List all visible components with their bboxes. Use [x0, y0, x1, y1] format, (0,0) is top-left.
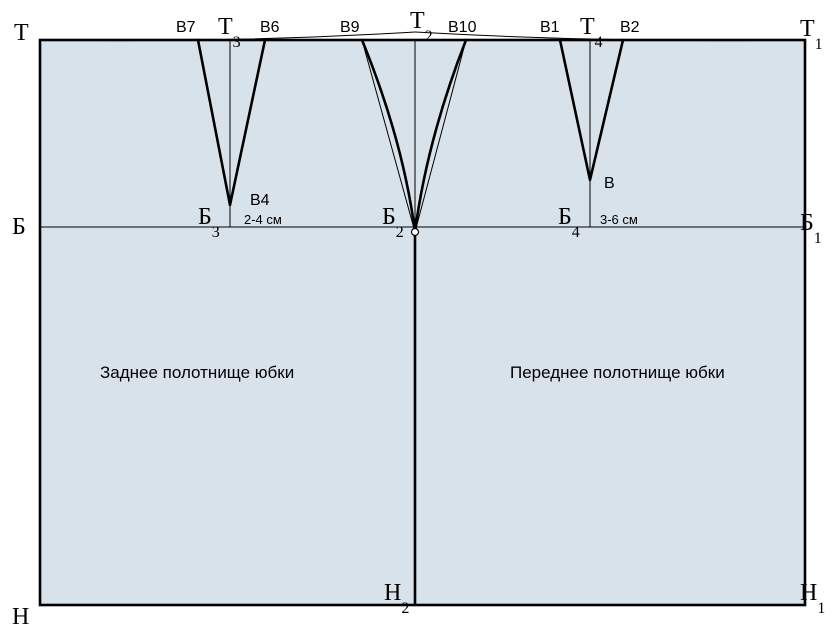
blabels-B9: B9	[340, 19, 360, 36]
panels-front: Переднее полотнище юбки	[510, 363, 725, 382]
notes-front: 3-6 см	[600, 212, 638, 227]
blabels-B10: B10	[448, 19, 477, 36]
label-B: Б	[12, 214, 26, 240]
notes-back: 2-4 см	[244, 212, 282, 227]
label-H: Н	[12, 604, 29, 630]
blabels-B4: B4	[250, 192, 270, 209]
apex-b2	[412, 229, 419, 236]
pattern-fill	[40, 40, 805, 605]
blabels-B6: B6	[260, 19, 280, 36]
blabels-B1: B1	[540, 19, 560, 36]
label-H1: Н1	[800, 580, 825, 617]
blabels-B7: B7	[176, 19, 196, 36]
blabels-B2: B2	[620, 19, 640, 36]
label-T: Т	[14, 20, 29, 46]
panels-back: Заднее полотнище юбки	[100, 363, 294, 382]
blabels-Bv: B	[604, 175, 615, 192]
